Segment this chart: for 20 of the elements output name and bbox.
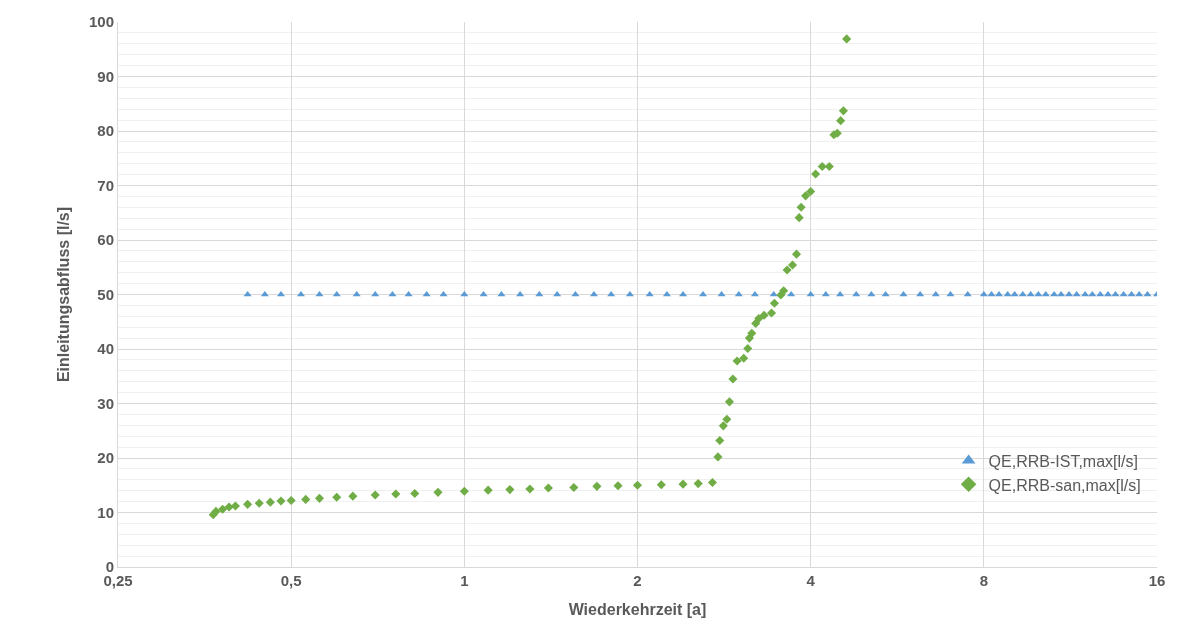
- x-tick-label: 4: [806, 572, 816, 589]
- y-tick-label: 90: [97, 67, 114, 85]
- y-tick-label: 70: [97, 176, 114, 194]
- legend-label: QE,RRB-IST,max[l/s]: [988, 452, 1138, 470]
- x-tick-label: 2: [633, 572, 642, 589]
- y-tick-label: 40: [97, 340, 114, 358]
- y-tick-label: 60: [97, 231, 114, 249]
- x-tick-label: 1: [460, 572, 469, 589]
- y-axis-title: Einleitungsabfluss [l/s]: [54, 206, 72, 383]
- y-tick-label: 80: [97, 122, 114, 140]
- x-tick-label: 16: [1148, 572, 1166, 589]
- y-tick-label: 100: [88, 13, 114, 31]
- y-tick-label: 20: [97, 449, 114, 467]
- y-tick-label: 10: [97, 503, 114, 521]
- y-tick-label: 50: [97, 285, 114, 303]
- x-axis-title: Wiederkehrzeit [a]: [568, 600, 707, 618]
- x-tick-label: 0,5: [280, 572, 302, 589]
- x-tick-label: 8: [979, 572, 988, 589]
- y-tick-label: 30: [97, 394, 114, 412]
- legend-label: QE,RRB-san,max[l/s]: [988, 476, 1141, 494]
